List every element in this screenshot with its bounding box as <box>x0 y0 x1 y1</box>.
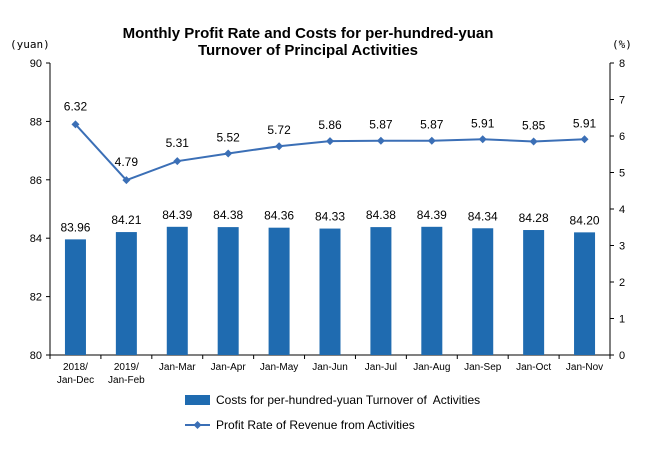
bar-data-label: 83.96 <box>60 220 90 234</box>
bar <box>472 228 494 355</box>
line-point <box>427 136 436 145</box>
line-data-label: 6.32 <box>64 99 88 113</box>
legend-line-label: Profit Rate of Revenue from Activities <box>216 418 415 432</box>
x-axis-tick-label: Jan-Feb <box>108 375 145 386</box>
line-point <box>529 137 538 146</box>
line-data-label: 5.87 <box>369 118 393 132</box>
bar <box>523 230 545 355</box>
line-point <box>173 157 182 166</box>
line-data-label: 4.79 <box>115 155 139 169</box>
line-data-label: 5.91 <box>471 116 495 130</box>
x-axis-tick-label: Jan-Mar <box>159 362 196 373</box>
right-axis-tick-label: 0 <box>619 350 625 362</box>
bar-data-label: 84.39 <box>162 208 192 222</box>
line-data-label: 5.72 <box>267 123 291 137</box>
bar-data-label: 84.28 <box>519 211 549 225</box>
chart-title: Monthly Profit Rate and Costs for per-hu… <box>123 25 494 59</box>
right-axis-tick-label: 3 <box>619 241 625 253</box>
x-axis-tick-label: Jan-Nov <box>566 362 603 373</box>
right-axis-tick-label: 2 <box>619 277 625 289</box>
legend-line-marker <box>193 421 202 429</box>
line-data-label: 5.52 <box>217 131 241 145</box>
bar <box>64 239 86 355</box>
x-axis-tick-label: Jan-Oct <box>516 362 551 373</box>
bar-data-label: 84.34 <box>468 209 498 223</box>
x-axis-tick-label: Jan-Aug <box>413 362 450 373</box>
bar <box>217 227 239 355</box>
bar-data-label: 84.38 <box>366 208 396 222</box>
x-axis-tick-label: Jan-Jun <box>312 362 348 373</box>
line-point <box>224 149 233 158</box>
line-series: 6.32 4.79 5.31 5.52 5.72 5.86 5.87 5.87 5.91 5.85… <box>64 99 597 185</box>
bar-data-label: 84.38 <box>213 208 243 222</box>
chart-title-line: Turnover of Principal Activities <box>198 42 418 59</box>
line-data-label: 5.87 <box>420 118 444 132</box>
left-axis-unit: (yuan) <box>10 38 50 51</box>
bar <box>574 232 596 355</box>
bar-data-label: 84.33 <box>315 210 345 224</box>
bar-data-label: 84.39 <box>417 208 447 222</box>
left-axis-tick-label: 88 <box>30 116 42 128</box>
bar <box>115 232 137 355</box>
left-axis-tick-label: 82 <box>30 292 42 304</box>
line-point <box>478 135 487 144</box>
bar <box>370 227 392 355</box>
bar-data-label: 84.21 <box>111 213 141 227</box>
left-axis-tick-label: 90 <box>30 58 42 70</box>
line-data-label: 5.31 <box>166 136 190 150</box>
right-axis-tick-label: 1 <box>619 314 625 326</box>
legend: Costs for per-hundred-yuan Turnover of A… <box>185 393 480 432</box>
x-axis-tick-label: Jan-Dec <box>57 375 94 386</box>
x-axis-tick-label: 2018/ <box>63 362 88 373</box>
line-data-label: 5.86 <box>318 118 342 132</box>
right-axis-tick-label: 6 <box>619 131 625 143</box>
x-axis-tick-label: 2019/ <box>114 362 139 373</box>
line-data-label: 5.91 <box>573 116 597 130</box>
line-data-label: 5.85 <box>522 118 546 132</box>
right-axis-tick-label: 4 <box>619 204 625 216</box>
right-axis-tick-label: 8 <box>619 58 625 70</box>
bar-series: 83.96 84.21 84.39 84.38 84.36 84.33 84.38 84.39… <box>60 208 600 355</box>
legend-bar-swatch <box>185 395 210 405</box>
line-point <box>326 137 334 146</box>
bar-data-label: 84.36 <box>264 209 294 223</box>
x-axis-tick-label: Jan-Jul <box>365 362 397 373</box>
line-point <box>580 135 589 144</box>
left-axis-tick-label: 80 <box>30 350 42 362</box>
bar <box>268 227 290 355</box>
right-axis-unit: (%) <box>612 38 632 51</box>
right-axis-tick-label: 7 <box>619 95 625 107</box>
legend-bar-label: Costs for per-hundred-yuan Turnover of A… <box>216 393 480 407</box>
x-axis-ticks: 2018/Jan-Dec 2019/Jan-Feb Jan-Mar Jan-Apr Ja… <box>57 362 603 386</box>
bar <box>166 226 188 355</box>
line-point <box>122 176 131 185</box>
x-axis-tick-label: Jan-May <box>260 362 298 373</box>
line-point <box>275 142 284 151</box>
line-point <box>71 120 80 129</box>
left-axis-tick-label: 84 <box>30 233 42 245</box>
bar-data-label: 84.20 <box>570 213 600 227</box>
bar <box>421 226 443 355</box>
x-axis-tick-label: Jan-Apr <box>211 362 247 373</box>
right-axis-tick-label: 5 <box>619 168 625 180</box>
chart-title-line: Monthly Profit Rate and Costs for per-hu… <box>123 25 494 42</box>
bar <box>319 228 341 355</box>
line-point <box>376 136 385 145</box>
axes: 80 82 84 86 88 90 0 1 2 3 4 5 6 7 8 <box>30 58 625 362</box>
left-axis-tick-label: 86 <box>30 175 42 187</box>
line-path <box>74 123 585 182</box>
x-axis-tick-label: Jan-Sep <box>464 362 502 373</box>
